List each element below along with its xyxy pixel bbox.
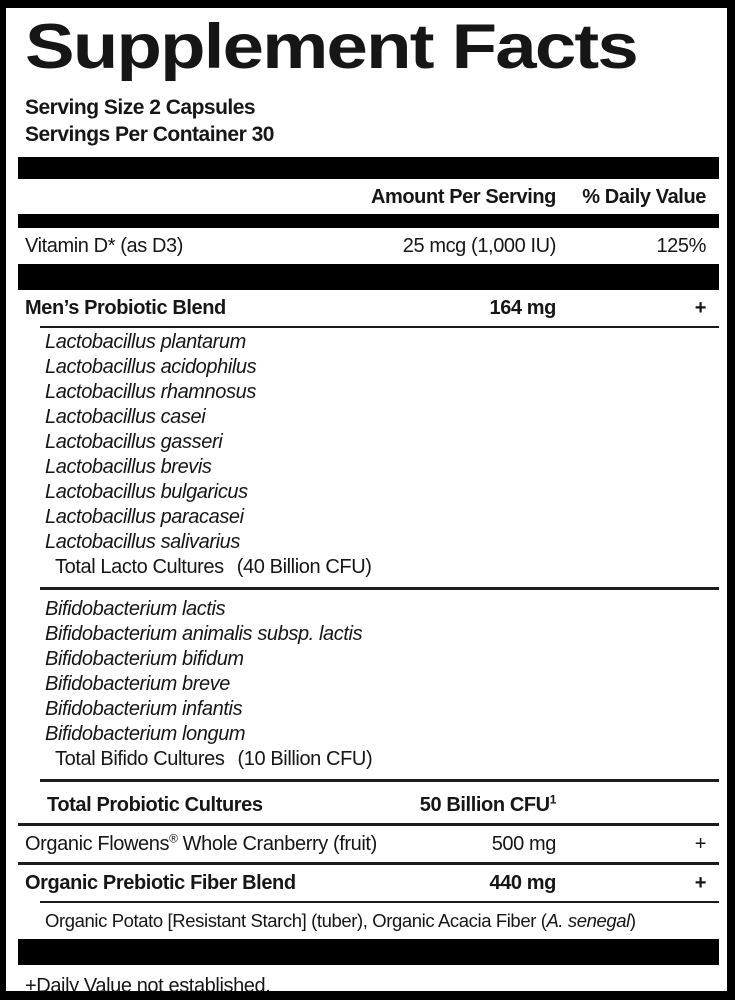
prebiotic-fiber-blend-row: Organic Prebiotic Fiber Blend 440 mg + [18, 865, 719, 901]
species-item: Bifidobacterium bifidum [45, 648, 244, 670]
divider-bar-top [18, 157, 719, 179]
divider-line-blend [40, 326, 719, 328]
species-item: Lactobacillus plantarum [45, 331, 246, 353]
column-header-row: Amount Per Serving % Daily Value [18, 179, 719, 214]
fiber-ingredients-text: Organic Potato [Resistant Starch] (tuber… [45, 910, 547, 931]
total-probiotic-row: Total Probiotic Cultures 50 Billion CFU1 [18, 787, 719, 823]
panel-content: Supplement Facts Serving Size 2 Capsules… [6, 8, 727, 997]
species-item: Lactobacillus brevis [45, 456, 212, 478]
lacto-species-list: Lactobacillus plantarum Lactobacillus aci… [18, 328, 719, 555]
servings-per-container: Servings Per Container 30 [25, 123, 274, 146]
cranberry-name-prefix: Organic Flowens [25, 833, 170, 855]
daily-value-header: % Daily Value [582, 186, 706, 208]
vitamin-d-daily-value: 125% [656, 235, 706, 257]
serving-size: Serving Size 2 Capsules [25, 96, 256, 119]
vitamin-d-row: Vitamin D* (as D3) 25 mcg (1,000 IU) 125… [18, 228, 719, 264]
divider-line-total-probiotic [18, 823, 719, 826]
registered-mark: ® [169, 831, 178, 846]
mens-blend-name: Men’s Probiotic Blend [25, 297, 226, 319]
amount-per-serving-header: Amount Per Serving [370, 186, 556, 208]
divider-line-cranberry [18, 862, 719, 865]
cranberry-name: Organic Flowens® Whole Cranberry (fruit) [25, 831, 380, 856]
mens-blend-daily-value: + [694, 297, 707, 319]
total-probiotic-amount-text: 50 Billion CFU [419, 794, 550, 816]
divider-bar-vitamin [18, 264, 719, 290]
species-item: Lactobacillus casei [45, 406, 206, 428]
bifido-species-list: Bifidobacterium lactis Bifidobacterium an… [18, 595, 719, 747]
lacto-total-row: Total Lacto Cultures (40 Billion CFU) [18, 555, 719, 582]
total-probiotic-amount: 50 Billion CFU1 [380, 792, 557, 817]
mens-probiotic-blend-row: Men’s Probiotic Blend 164 mg + [18, 290, 719, 326]
fiber-ingredients-close: ) [629, 910, 636, 931]
species-item: Bifidobacterium infantis [45, 698, 243, 720]
divider-line-lacto [40, 587, 719, 590]
fiber-blend-daily-value: + [694, 872, 707, 894]
divider-bar-header [18, 214, 719, 228]
species-item: Lactobacillus paracasei [45, 506, 244, 528]
species-item: Bifidobacterium animalis subsp. lactis [45, 623, 363, 645]
fiber-ingredients-species: A. senegal [546, 910, 630, 931]
species-item: Bifidobacterium breve [45, 673, 231, 695]
species-item: Lactobacillus bulgaricus [45, 481, 248, 503]
bifido-total-value: (10 Billion CFU) [237, 748, 373, 770]
total-probiotic-name: Total Probiotic Cultures [47, 794, 263, 816]
species-item: Lactobacillus acidophilus [45, 356, 257, 378]
panel-title-text: Supplement Facts [25, 12, 639, 82]
cranberry-daily-value: + [694, 833, 707, 855]
cranberry-amount: 500 mg [491, 833, 557, 855]
vitamin-d-amount: 25 mcg (1,000 IU) [402, 235, 557, 257]
fiber-blend-name: Organic Prebiotic Fiber Blend [25, 872, 296, 894]
fiber-ingredients: Organic Potato [Resistant Starch] (tuber… [18, 903, 719, 939]
species-item: Lactobacillus salivarius [45, 531, 240, 553]
lacto-total-value: (40 Billion CFU) [236, 556, 372, 578]
daily-value-footnote: +Daily Value not established. [25, 975, 271, 997]
species-item: Lactobacillus rhamnosus [45, 381, 256, 403]
vitamin-d-name: Vitamin D* (as D3) [25, 235, 184, 257]
lacto-total-name: Total Lacto Cultures [55, 556, 224, 578]
divider-line-fiber [40, 901, 719, 903]
fiber-blend-amount: 440 mg [489, 872, 556, 894]
divider-line-bifido [40, 779, 719, 782]
divider-bar-bottom [18, 939, 719, 965]
total-probiotic-footnote-mark: 1 [549, 792, 557, 807]
species-item: Lactobacillus gasseri [45, 431, 223, 453]
mens-blend-amount: 164 mg [489, 297, 556, 319]
species-item: Bifidobacterium lactis [45, 598, 226, 620]
cranberry-row: Organic Flowens® Whole Cranberry (fruit)… [18, 826, 719, 862]
bifido-total-row: Total Bifido Cultures (10 Billion CFU) [18, 747, 719, 774]
panel-title: Supplement Facts [25, 12, 719, 82]
species-item: Bifidobacterium longum [45, 723, 246, 745]
cranberry-name-suffix: Whole Cranberry (fruit) [177, 833, 378, 855]
bifido-total-name: Total Bifido Cultures [55, 748, 225, 770]
